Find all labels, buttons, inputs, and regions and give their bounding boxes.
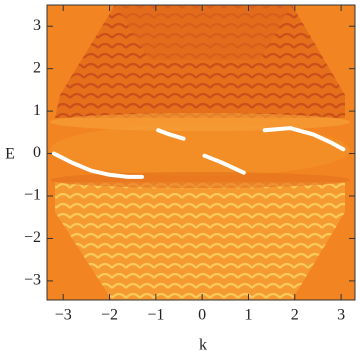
gap-lens bbox=[50, 124, 350, 176]
y-tick-label: −1 bbox=[24, 187, 41, 204]
y-tick-label: −3 bbox=[24, 272, 41, 289]
x-tick-label: −3 bbox=[55, 307, 72, 324]
x-axis-label: k bbox=[199, 337, 207, 354]
y-tick-label: 2 bbox=[33, 59, 41, 76]
gap-edge bbox=[50, 172, 350, 188]
y-tick-label: 1 bbox=[33, 102, 41, 119]
x-tick-label: 1 bbox=[244, 307, 252, 324]
y-tick-label: 0 bbox=[33, 144, 41, 161]
upper-band-core bbox=[115, 5, 292, 60]
gap-edge bbox=[50, 113, 350, 131]
y-tick-label: −2 bbox=[24, 229, 41, 246]
density-field bbox=[47, 5, 355, 300]
edge-state bbox=[156, 128, 186, 141]
edge-state bbox=[51, 151, 144, 179]
x-tick-label: 2 bbox=[291, 307, 299, 324]
x-tick-label: −2 bbox=[101, 307, 118, 324]
y-tick-label: 3 bbox=[33, 17, 41, 34]
x-tick-label: −1 bbox=[147, 307, 164, 324]
edge-state bbox=[262, 126, 346, 152]
y-axis-label: E bbox=[5, 146, 15, 163]
x-tick-label: 0 bbox=[198, 307, 206, 324]
lower-band bbox=[55, 182, 345, 300]
plot-frame bbox=[46, 4, 356, 301]
x-tick-label: 3 bbox=[337, 307, 345, 324]
edge-state bbox=[202, 153, 246, 175]
